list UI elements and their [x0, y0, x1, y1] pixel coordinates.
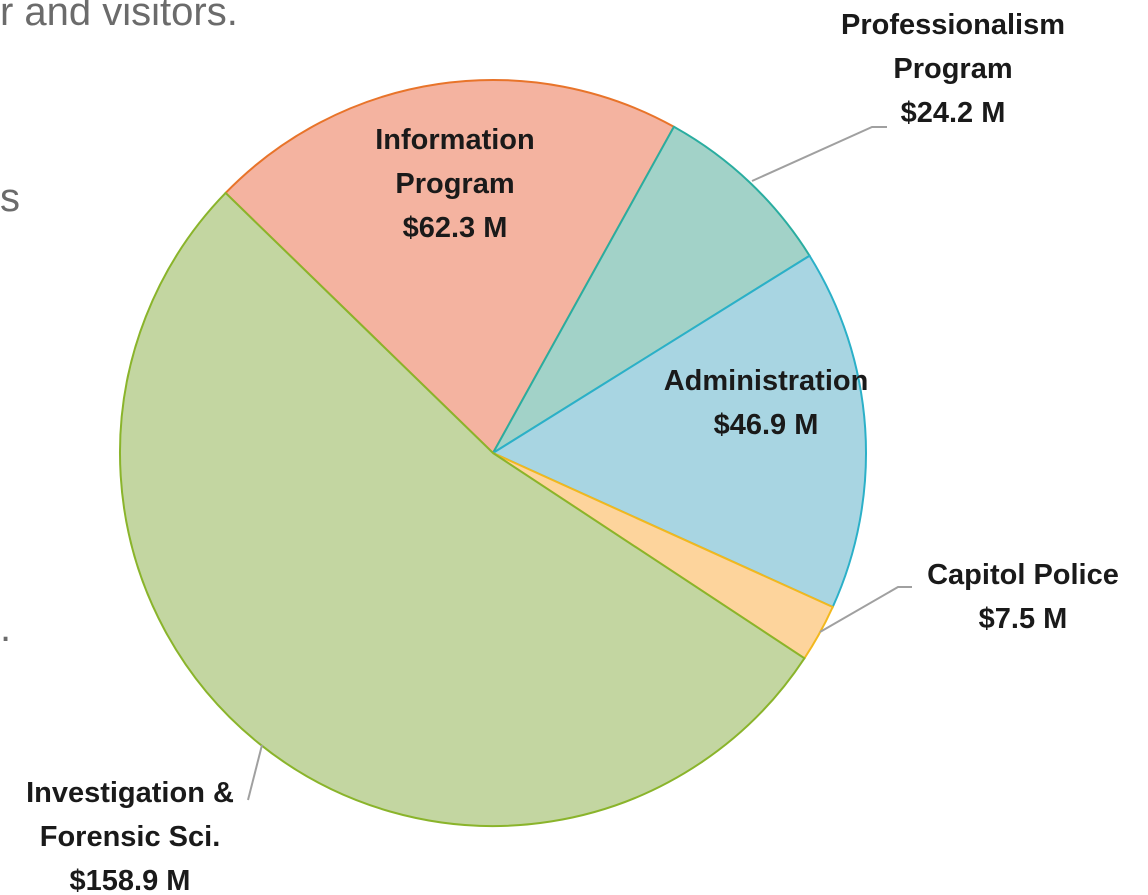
paragraph-fragment: r and visitors.	[0, 0, 238, 34]
category-name: Professionalism Program	[840, 9, 1066, 85]
category-name: Investigation & Forensic Sci.	[26, 777, 234, 853]
leader-line	[751, 126, 887, 182]
paragraph-fragment: .	[0, 606, 12, 650]
value-label: $7.5 M	[978, 603, 1068, 635]
value-label: $62.3 M	[402, 212, 508, 244]
category-name: Capitol Police	[927, 559, 1119, 591]
wedges	[119, 79, 867, 827]
value-label: $158.9 M	[69, 865, 191, 895]
paragraph-fragment: s	[0, 176, 20, 220]
leader-line	[819, 586, 912, 633]
wedge	[119, 191, 806, 827]
wedge	[224, 79, 676, 455]
category-name: Administration	[663, 365, 869, 397]
slice-label: Administration $46.9 M	[636, 359, 896, 447]
leader-line	[247, 744, 263, 801]
slice-label: Capitol Police $7.5 M	[903, 553, 1143, 641]
slice-label: Professionalism Program $24.2 M	[818, 3, 1088, 135]
slice-label: Information Program $62.3 M	[335, 118, 575, 250]
value-label: $46.9 M	[713, 409, 819, 441]
wedge	[490, 125, 811, 456]
category-name: Information Program	[375, 124, 535, 200]
wedge	[490, 254, 867, 609]
slice-label: Investigation & Forensic Sci. $158.9 M	[0, 771, 260, 895]
value-label: $24.2 M	[900, 97, 1006, 129]
